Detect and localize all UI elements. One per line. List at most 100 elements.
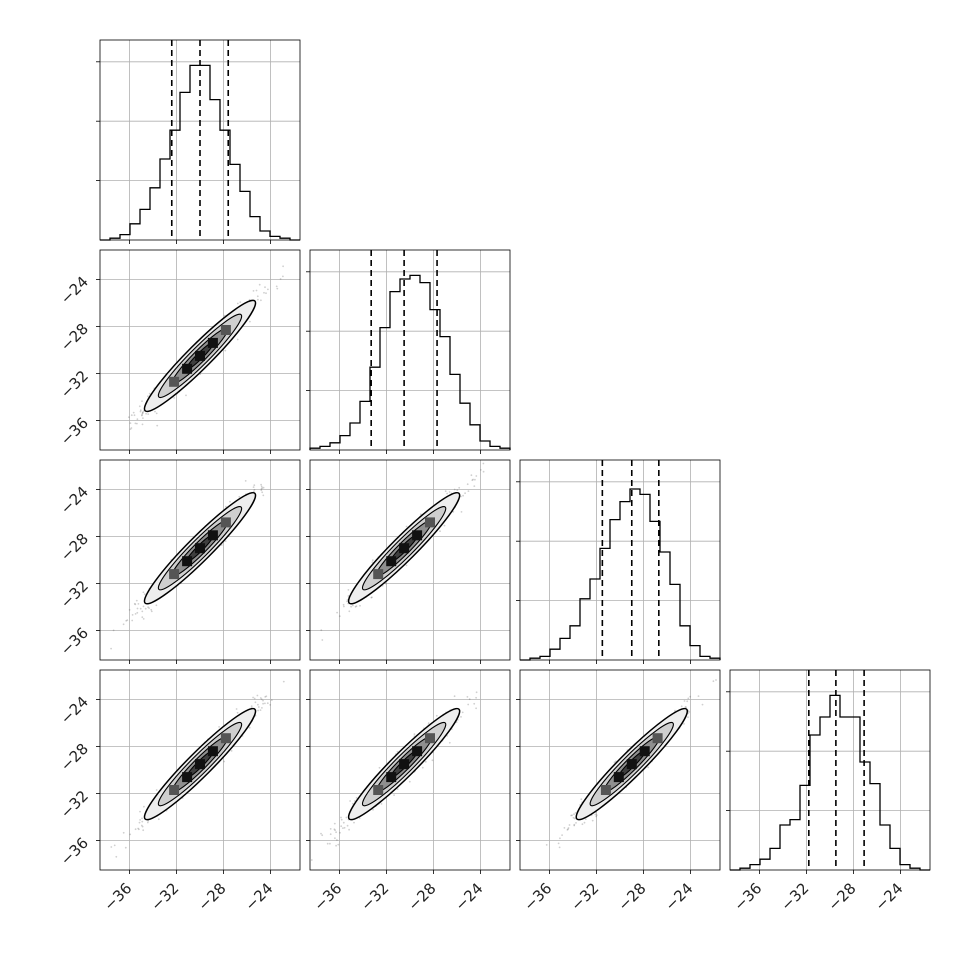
scatter-point	[141, 413, 144, 416]
scatter-point	[139, 607, 142, 610]
scatter-point	[220, 544, 223, 546]
x-tick-label-col0-2: −28	[194, 879, 229, 914]
y-tick-label-row2-3: −24	[57, 483, 92, 518]
scatter-point	[138, 828, 140, 831]
scatter-point	[687, 716, 689, 719]
scatter-point	[139, 810, 141, 813]
scatter-point	[141, 400, 143, 402]
scatter-point	[320, 832, 322, 835]
scatter-point	[142, 829, 145, 832]
scatter-point	[129, 428, 132, 430]
scatter-panel-1-0	[96, 249, 301, 454]
scatter-point	[252, 490, 255, 493]
x-tick-label-col0-0: −36	[100, 879, 135, 914]
x-tick-label-col2-0: −36	[520, 879, 555, 914]
scatter-point	[265, 695, 268, 698]
scatter-point	[396, 788, 399, 790]
scatter-point	[545, 844, 548, 846]
scatter-point	[140, 414, 143, 417]
scatter-point	[321, 834, 324, 837]
density-core-1-0	[220, 325, 231, 335]
scatter-point	[137, 603, 140, 605]
scatter-point	[147, 395, 149, 398]
histogram-panel-1	[306, 249, 511, 454]
scatter-point	[444, 490, 447, 493]
scatter-point	[261, 491, 264, 494]
scatter-point	[351, 604, 354, 607]
scatter-point	[260, 698, 263, 701]
scatter-point	[462, 494, 464, 497]
density-core-3-0	[182, 772, 193, 783]
scatter-point	[261, 487, 264, 489]
scatter-point	[260, 489, 263, 492]
scatter-point	[262, 702, 264, 705]
density-core-3-1	[412, 746, 423, 757]
scatter-point	[355, 797, 358, 799]
scatter-point	[687, 697, 690, 700]
scatter-point	[595, 814, 598, 816]
scatter-point	[150, 610, 153, 613]
scatter-point	[321, 639, 324, 641]
scatter-point	[475, 707, 477, 710]
density-core-3-1	[399, 759, 410, 770]
histogram-panel-0	[96, 39, 301, 244]
y-tick-label-row3-1: −32	[57, 787, 92, 822]
scatter-point	[647, 766, 650, 769]
scatter-point	[467, 490, 470, 492]
scatter-point	[141, 412, 144, 414]
scatter-point	[470, 474, 473, 477]
scatter-point	[260, 485, 263, 488]
scatter-point	[580, 798, 583, 801]
scatter-point	[567, 827, 570, 829]
scatter-point	[141, 820, 144, 823]
y-tick-label-row1-1: −32	[57, 367, 92, 402]
scatter-point	[126, 619, 129, 622]
scatter-point	[697, 695, 700, 697]
scatter-point	[256, 694, 259, 697]
scatter-point	[129, 422, 132, 424]
scatter-point	[683, 700, 686, 702]
scatter-point	[185, 394, 187, 397]
scatter-point	[574, 812, 577, 814]
scatter-point	[421, 766, 424, 769]
scatter-point	[431, 759, 434, 762]
scatter-frame-2-0	[99, 459, 301, 661]
scatter-point	[134, 603, 137, 606]
x-tick-label-col1-1: −32	[357, 879, 392, 914]
scatter-point	[346, 824, 349, 827]
scatter-point	[147, 606, 150, 608]
scatter-point	[370, 596, 373, 599]
scatter-point	[335, 844, 337, 847]
scatter-point	[715, 679, 717, 681]
scatter-point	[125, 619, 128, 622]
scatter-point	[133, 414, 136, 417]
scatter-point	[443, 524, 446, 527]
scatter-point	[136, 607, 139, 610]
scatter-point	[137, 827, 140, 830]
scatter-point	[155, 604, 158, 607]
scatter-point	[267, 288, 269, 291]
y-tick-label-row2-2: −28	[57, 530, 92, 565]
scatter-point	[558, 846, 561, 849]
scatter-point	[475, 696, 477, 699]
y-tick-label-row3-2: −28	[57, 740, 92, 775]
scatter-point	[329, 833, 332, 836]
scatter-point	[253, 697, 256, 700]
x-tick-label-col1-0: −36	[310, 879, 345, 914]
scatter-point	[141, 610, 144, 613]
scatter-point	[334, 837, 336, 840]
density-core-2-1	[412, 530, 423, 541]
x-tick-label-col1-3: −24	[451, 879, 486, 914]
scatter-point	[466, 483, 469, 486]
scatter-point	[142, 411, 144, 413]
x-tick-label-col1-2: −28	[404, 879, 439, 914]
scatter-point	[594, 813, 597, 816]
scatter-point	[229, 500, 231, 503]
scatter-body-2-1	[310, 460, 510, 660]
x-tick-label-col3-2: −28	[824, 879, 859, 914]
scatter-point	[258, 283, 261, 286]
scatter-point	[371, 559, 374, 562]
scatter-point	[326, 842, 329, 845]
scatter-point	[581, 823, 584, 826]
scatter-point	[320, 629, 323, 632]
